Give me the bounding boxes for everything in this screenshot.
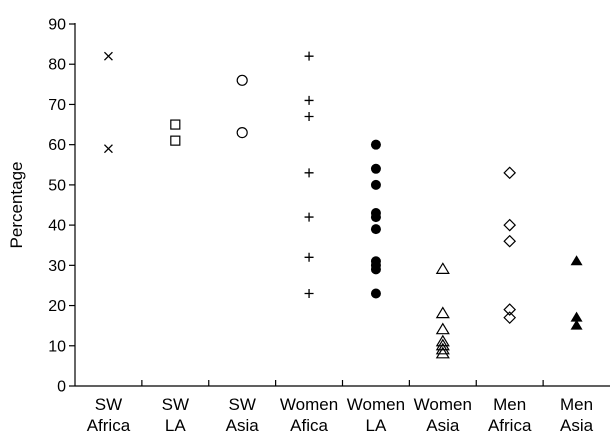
series-group	[304, 51, 314, 298]
category-label-line1: SW	[95, 395, 122, 414]
y-tick-label: 60	[48, 137, 66, 154]
circle-filled-icon	[370, 212, 381, 223]
category-label-line2: LA	[366, 416, 387, 435]
series-group	[236, 74, 248, 139]
x-ticks	[141, 380, 544, 386]
category-label-line1: Women	[280, 395, 338, 414]
category-label-line1: Men	[493, 395, 526, 414]
triangle-filled-icon	[570, 319, 583, 330]
triangle-open-icon	[435, 342, 450, 355]
category-label-line1: SW	[228, 395, 255, 414]
y-tick-label: 80	[48, 57, 66, 74]
triangle-open-icon	[435, 322, 450, 335]
triangle-open-icon	[435, 334, 450, 347]
data-points	[103, 51, 583, 359]
circle-filled-icon	[370, 224, 381, 235]
y-tick-label: 40	[48, 218, 66, 235]
diamond-open-icon	[503, 234, 517, 248]
y-tick-label: 30	[48, 258, 66, 275]
x-icon	[103, 144, 113, 154]
series-group	[370, 139, 381, 299]
plus-icon	[304, 95, 314, 105]
y-tick-label: 50	[48, 177, 66, 194]
triangle-open-icon	[435, 338, 450, 351]
triangle-filled-icon	[570, 311, 583, 322]
category-label: Women LA	[347, 395, 405, 435]
square-open-icon	[170, 119, 181, 130]
category-label: Women Asia	[414, 395, 472, 435]
circle-open-icon	[236, 127, 248, 139]
series-group	[435, 262, 450, 359]
series-group	[103, 51, 113, 154]
circle-open-icon	[236, 74, 248, 86]
plus-icon	[304, 51, 314, 61]
x-icon	[103, 51, 113, 61]
diamond-open-icon	[503, 166, 517, 180]
category-label-line1: Women	[414, 395, 472, 414]
series-group	[570, 255, 583, 330]
plus-icon	[304, 168, 314, 178]
category-label: SW Africa	[87, 395, 131, 435]
series-group	[170, 119, 181, 146]
plus-icon	[304, 288, 314, 298]
category-label: Men Africa	[488, 395, 532, 435]
circle-filled-icon	[370, 288, 381, 299]
y-tick-label: 20	[48, 298, 66, 315]
category-label-line2: LA	[165, 416, 186, 435]
category-label: Men Asia	[560, 395, 594, 435]
triangle-open-icon	[435, 306, 450, 319]
y-tick-label: 70	[48, 97, 66, 114]
plus-icon	[304, 252, 314, 262]
triangle-open-icon	[435, 262, 450, 274]
category-label-line1: Men	[560, 395, 593, 414]
circle-filled-icon	[370, 163, 381, 174]
diamond-open-icon	[503, 218, 517, 232]
plus-icon	[304, 212, 314, 222]
x-axis: SWAfricaSWLASWAsiaWomenAficaWomenLAWomen…	[75, 380, 610, 435]
y-tick-label: 0	[57, 379, 66, 396]
category-label-line1: SW	[162, 395, 189, 414]
y-axis-title: Percentage	[7, 162, 26, 249]
category-label-line2: Asia	[560, 416, 594, 435]
triangle-filled-icon	[570, 255, 583, 266]
x-labels: SWAfricaSWLASWAsiaWomenAficaWomenLAWomen…	[87, 395, 594, 435]
category-label-line2: Africa	[488, 416, 532, 435]
circle-filled-icon	[370, 139, 381, 150]
triangle-open-icon	[435, 346, 450, 359]
category-label: SW Asia	[226, 395, 260, 435]
category-label: Women Afica	[280, 395, 338, 435]
series-group	[503, 166, 517, 324]
y-tick-label: 90	[48, 17, 66, 34]
plus-icon	[304, 112, 314, 122]
circle-filled-icon	[370, 264, 381, 275]
y-tick-label: 10	[48, 338, 66, 355]
category-label-line1: Women	[347, 395, 405, 414]
category-label: SW LA	[162, 395, 189, 435]
category-label-line2: Afica	[290, 416, 328, 435]
category-label-line2: Asia	[426, 416, 460, 435]
square-open-icon	[170, 135, 181, 146]
category-label-line2: Africa	[87, 416, 131, 435]
category-label-line2: Asia	[226, 416, 260, 435]
diamond-open-icon	[503, 303, 517, 316]
circle-filled-icon	[370, 179, 381, 190]
y-axis: 0 10 20 30 40 50 60 70 80 90	[48, 17, 76, 396]
diamond-open-icon	[503, 311, 517, 324]
y-ticks: 0 10 20 30 40 50 60 70 80 90	[48, 17, 75, 396]
